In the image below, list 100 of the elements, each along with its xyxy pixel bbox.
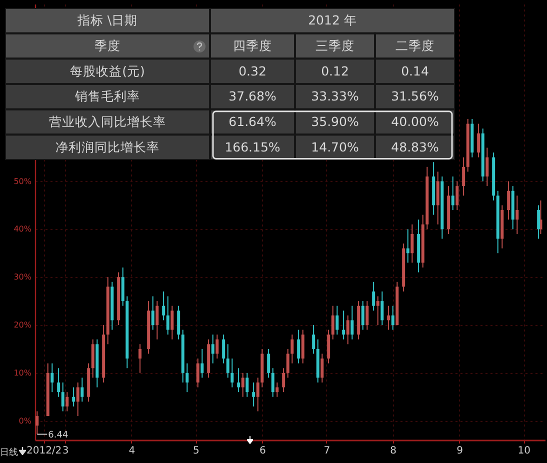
candlestick — [177, 305, 180, 340]
candlestick — [76, 382, 80, 417]
candlestick — [256, 377, 260, 412]
data-label: 61.64% — [228, 114, 276, 129]
candlestick — [336, 305, 339, 336]
candlestick — [331, 305, 334, 340]
candlestick — [138, 344, 142, 374]
chart-title: 2012 年 — [308, 12, 357, 28]
data-label: 0.14 — [401, 63, 429, 78]
candlestick — [246, 372, 249, 398]
data-label: 14.70% — [311, 139, 359, 154]
candlestick — [380, 290, 384, 326]
data-label: 166.15% — [224, 139, 280, 154]
candlestick — [216, 334, 219, 360]
candlestick — [61, 382, 64, 412]
candlestick — [50, 362, 54, 393]
y-tick-label: 营业收入同比增长率 — [49, 114, 166, 129]
x-tick-label: 6 — [259, 446, 266, 456]
x-tick-label: 4 — [128, 446, 136, 456]
candlestick — [200, 348, 204, 378]
candlestick — [72, 386, 76, 407]
annotation: 6.44 — [48, 430, 68, 440]
candlestick — [226, 344, 230, 378]
text: 日线 — [0, 447, 18, 458]
candlestick — [211, 334, 214, 364]
candlestick — [91, 338, 94, 378]
x-tick-label: 二季度 — [396, 38, 434, 53]
y-axis-title: 指标 \日期 — [76, 12, 138, 28]
candlestick — [286, 348, 290, 378]
candlestick — [252, 382, 256, 407]
candlestick — [301, 329, 304, 364]
x-tick-label: 10 — [518, 446, 530, 456]
data-label: 37.68% — [228, 88, 276, 104]
candlestick — [372, 281, 376, 312]
candlestick — [486, 147, 489, 187]
y-tick-label: 30% — [14, 272, 32, 282]
y-tick-label: 0% — [18, 416, 32, 426]
x-tick-label: 2012/2 — [26, 446, 62, 456]
candlestick — [166, 296, 170, 336]
x-tick-label: 5 — [193, 446, 200, 456]
candlestick — [271, 368, 274, 398]
candlestick — [241, 372, 244, 398]
candlestick — [57, 368, 60, 398]
candlestick — [66, 392, 69, 412]
candlestick — [361, 300, 364, 330]
candlestick — [36, 410, 39, 435]
candlestick — [327, 329, 330, 364]
x-axis-title: 季度 — [94, 38, 120, 53]
candlestick — [290, 334, 294, 364]
y-tick-label: 20% — [14, 320, 32, 330]
data-label: 35.90% — [311, 114, 359, 129]
candlestick — [230, 358, 234, 388]
candlestick — [387, 305, 390, 330]
y-tick-label: 销售毛利率 — [74, 88, 140, 104]
candlestick — [462, 156, 466, 196]
data-label: 33.33% — [311, 88, 359, 104]
x-tick-label: 3 — [62, 446, 69, 456]
candlestick — [297, 329, 300, 364]
data-label: 0.12 — [321, 63, 349, 78]
candlestick — [456, 180, 459, 211]
x-tick-label: 9 — [456, 446, 463, 456]
candlestick — [410, 224, 414, 264]
candlestick — [342, 310, 346, 340]
y-tick-label: 净利润同比增长率 — [56, 139, 160, 154]
candlestick — [237, 368, 240, 393]
candlestick — [537, 204, 540, 240]
y-tick-label: 40% — [14, 224, 32, 234]
candlestick — [516, 195, 519, 234]
candlestick — [196, 358, 200, 388]
candlestick — [80, 377, 84, 402]
candlestick — [162, 290, 166, 321]
candlestick — [156, 300, 159, 340]
candlestick — [391, 305, 394, 330]
candlestick — [406, 228, 410, 264]
candlestick — [121, 267, 124, 306]
candlestick — [282, 368, 286, 393]
y-tick-label: 10% — [14, 368, 32, 378]
candlestick — [451, 176, 454, 211]
data-label: 40.00% — [391, 114, 439, 129]
data-label: 31.56% — [391, 88, 439, 104]
x-tick-label: 四季度 — [233, 38, 272, 53]
data-label: 0.32 — [238, 63, 266, 78]
candlestick — [346, 314, 350, 345]
candlestick — [366, 300, 369, 330]
x-tick-label: 8 — [390, 446, 397, 456]
data-label: 48.83% — [391, 139, 439, 154]
candlestick — [350, 305, 354, 340]
y-tick-label: 每股收益(元) — [70, 63, 145, 78]
candlestick — [436, 171, 440, 225]
candlestick — [151, 296, 154, 330]
candlestick — [376, 296, 380, 326]
candlestick — [276, 382, 279, 398]
candlestick — [312, 324, 316, 354]
candlestick — [222, 334, 226, 364]
candlestick — [507, 180, 510, 220]
candlestick — [320, 353, 324, 384]
candlestick — [477, 123, 480, 158]
y-tick-label: 50% — [14, 176, 32, 186]
candlestick — [267, 348, 270, 378]
x-tick-label: 7 — [324, 446, 330, 456]
